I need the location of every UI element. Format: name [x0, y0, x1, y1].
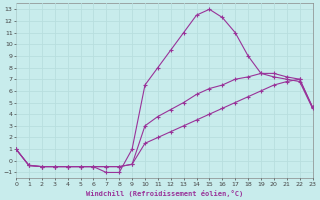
- X-axis label: Windchill (Refroidissement éolien,°C): Windchill (Refroidissement éolien,°C): [86, 190, 243, 197]
